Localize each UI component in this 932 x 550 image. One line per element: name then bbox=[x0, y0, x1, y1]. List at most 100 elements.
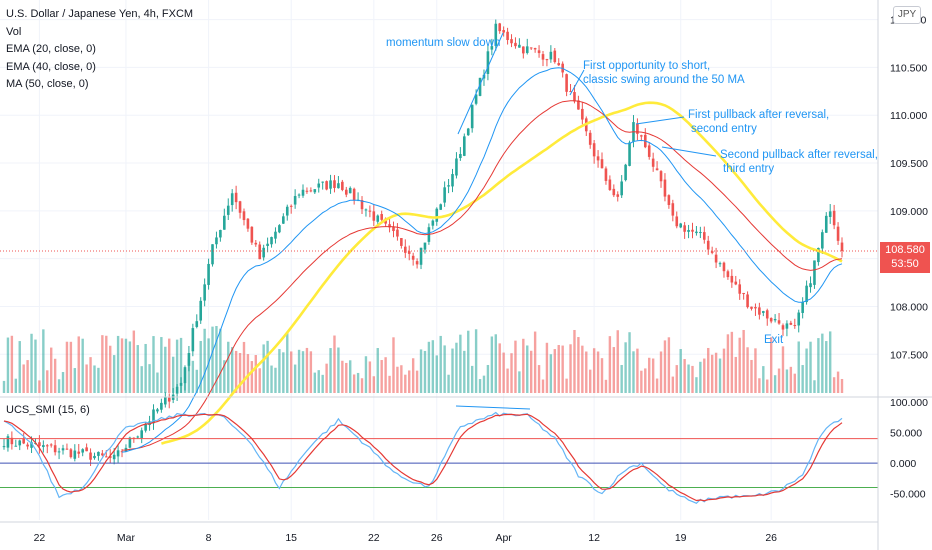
candle-body bbox=[42, 445, 45, 448]
candle-body bbox=[376, 215, 380, 222]
candle-body bbox=[30, 442, 33, 448]
volume-bar bbox=[529, 350, 533, 393]
volume-bar bbox=[242, 341, 246, 393]
candle-body bbox=[577, 100, 580, 110]
candle-body bbox=[364, 209, 368, 211]
volume-bar bbox=[738, 337, 741, 393]
volume-bar bbox=[152, 336, 155, 393]
volume-bar bbox=[486, 364, 490, 393]
candle-body bbox=[510, 39, 513, 44]
candle-body bbox=[596, 156, 600, 161]
candle-body bbox=[309, 190, 313, 192]
candle-body bbox=[640, 135, 643, 137]
candle-body bbox=[636, 123, 639, 134]
smi-signal-line bbox=[3, 413, 843, 502]
volume-bar bbox=[223, 360, 226, 393]
candle-body bbox=[238, 201, 242, 213]
volume-bar bbox=[726, 334, 730, 393]
annotation-pointer bbox=[661, 146, 717, 157]
candle-body bbox=[659, 171, 663, 182]
time-tick-label: 22 bbox=[368, 532, 380, 544]
candle-body bbox=[38, 442, 41, 447]
volume-bar bbox=[345, 362, 348, 393]
volume-bar bbox=[164, 346, 167, 393]
volume-bar bbox=[329, 348, 332, 393]
volume-bar bbox=[707, 347, 710, 393]
candle-body bbox=[101, 453, 104, 456]
candle-body bbox=[679, 223, 682, 228]
currency-badge[interactable]: JPY bbox=[893, 6, 921, 24]
candle-body bbox=[104, 456, 108, 458]
candle-body bbox=[246, 218, 250, 229]
volume-bar bbox=[61, 372, 65, 393]
volume-bar bbox=[69, 341, 73, 393]
volume-bar bbox=[482, 375, 486, 393]
volume-bar bbox=[238, 353, 242, 393]
candle-body bbox=[262, 247, 265, 258]
candle-body bbox=[466, 128, 470, 136]
candle-body bbox=[451, 174, 454, 187]
candle-body bbox=[22, 438, 25, 444]
volume-bar bbox=[77, 336, 80, 393]
candle-body bbox=[525, 46, 529, 53]
candle-body bbox=[219, 229, 222, 238]
volume-bar bbox=[809, 341, 812, 393]
volume-bar bbox=[612, 347, 616, 393]
candle-body bbox=[616, 194, 620, 197]
volume-bar bbox=[293, 364, 297, 393]
candle-body bbox=[167, 397, 171, 402]
volume-bar bbox=[514, 340, 517, 393]
candle-body bbox=[49, 444, 53, 446]
volume-bar bbox=[132, 330, 136, 393]
candle-body bbox=[667, 195, 671, 205]
candle-body bbox=[628, 142, 631, 166]
candle-body bbox=[541, 54, 545, 60]
candle-body bbox=[140, 430, 143, 439]
volume-bar bbox=[608, 336, 612, 393]
volume-bar bbox=[447, 374, 450, 393]
candle-body bbox=[793, 325, 797, 327]
time-tick-label: 22 bbox=[34, 532, 46, 544]
volume-bar bbox=[683, 359, 686, 393]
volume-bar bbox=[569, 344, 572, 393]
candle-body bbox=[179, 382, 183, 386]
candle-body bbox=[144, 424, 147, 431]
volume-bar bbox=[10, 335, 14, 393]
volume-bar bbox=[840, 378, 844, 393]
ema20-line bbox=[121, 67, 843, 453]
volume-bar bbox=[537, 365, 541, 393]
volume-bar bbox=[518, 371, 521, 393]
volume-bar bbox=[404, 374, 407, 393]
candle-body bbox=[797, 312, 801, 326]
annotation-text: second entry bbox=[691, 123, 757, 135]
volume-bar bbox=[136, 345, 139, 393]
candle-body bbox=[431, 220, 435, 226]
volume-bar bbox=[250, 361, 254, 393]
candle-body bbox=[710, 251, 714, 253]
candle-body bbox=[447, 185, 450, 187]
candle-body bbox=[691, 229, 694, 232]
volume-bar bbox=[699, 361, 702, 393]
oscillator-tick-label: 50.000 bbox=[890, 428, 922, 440]
volume-bar bbox=[463, 350, 466, 393]
price-tick-label: 110.000 bbox=[890, 110, 927, 122]
volume-bar bbox=[144, 343, 147, 393]
volume-bar bbox=[526, 345, 529, 393]
volume-bar bbox=[832, 377, 836, 393]
volume-bar bbox=[541, 379, 545, 393]
volume-bar bbox=[128, 341, 132, 393]
candle-body bbox=[671, 203, 675, 216]
candle-body bbox=[61, 448, 65, 451]
candle-body bbox=[368, 210, 372, 212]
volume-bar bbox=[793, 373, 796, 393]
candle-body bbox=[813, 260, 816, 285]
volume-bar bbox=[384, 357, 387, 393]
candle-body bbox=[230, 193, 234, 206]
candle-body bbox=[215, 237, 218, 245]
volume-bar bbox=[400, 365, 403, 393]
candle-body bbox=[805, 285, 808, 303]
volume-bar bbox=[175, 339, 179, 393]
legend-ema40: EMA (40, close, 0) bbox=[6, 60, 96, 73]
volume-bar bbox=[187, 358, 191, 393]
